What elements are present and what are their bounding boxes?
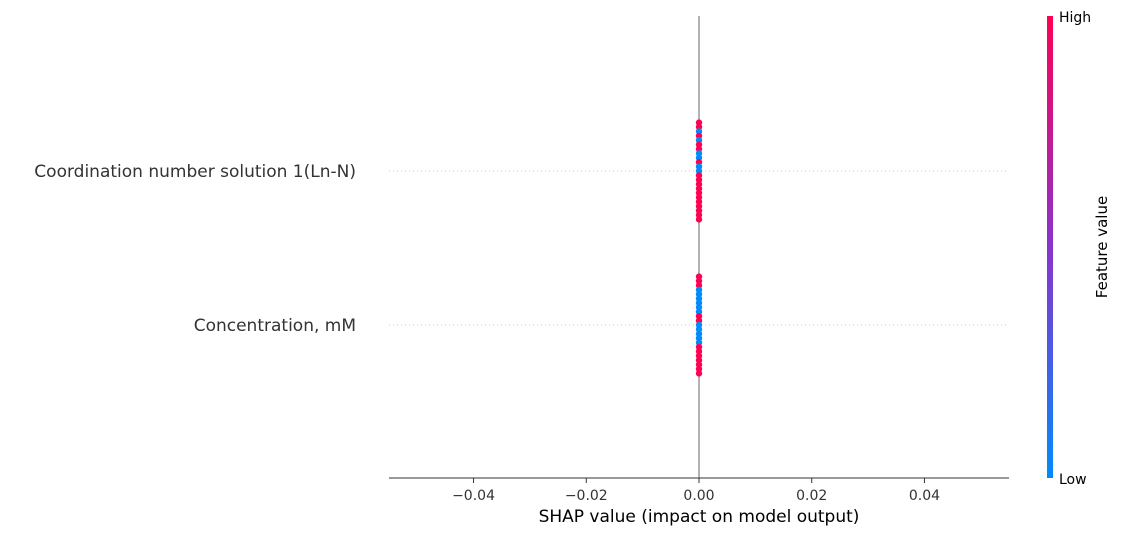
shap-point <box>695 194 703 201</box>
shap-point <box>695 357 703 364</box>
shap-point <box>695 216 703 223</box>
x-axis-title: SHAP value (impact on model output) <box>539 507 860 527</box>
x-tick-label: −0.04 <box>452 488 495 504</box>
shap-point <box>695 207 703 214</box>
shap-points <box>695 119 703 377</box>
shap-point <box>695 132 703 139</box>
colorbar-low-label: Low <box>1059 472 1087 488</box>
shap-point <box>695 141 703 148</box>
shap-point <box>695 299 703 307</box>
feature-labels: Coordination number solution 1(Ln-N) Conc… <box>34 162 356 336</box>
shap-point <box>695 119 703 126</box>
shap-point <box>695 361 703 368</box>
shap-point <box>695 339 703 346</box>
shap-point <box>695 286 703 293</box>
shap-point <box>695 277 703 285</box>
feature-row-guides <box>389 170 1009 326</box>
feature-label: Coordination number solution 1(Ln-N) <box>34 162 356 182</box>
x-tick-label: 0.00 <box>683 488 714 504</box>
shap-point <box>695 308 703 315</box>
shap-point <box>695 189 703 197</box>
shap-point <box>695 211 703 219</box>
shap-point <box>695 343 703 351</box>
colorbar-high-label: High <box>1059 10 1091 26</box>
shap-point <box>695 313 703 320</box>
colorbar-title: Feature value <box>1093 196 1111 298</box>
x-tick-label: 0.04 <box>909 488 940 504</box>
shap-point <box>695 154 703 161</box>
shap-point <box>695 330 703 337</box>
shap-point <box>695 172 703 179</box>
shap-point <box>695 304 703 311</box>
shap-point <box>695 326 703 333</box>
shap-point <box>695 282 703 289</box>
shap-point <box>695 145 703 153</box>
shap-point <box>695 128 703 135</box>
shap-point <box>695 181 703 188</box>
shap-point <box>695 370 703 377</box>
shap-point <box>695 123 703 131</box>
shap-point <box>695 295 703 302</box>
x-tick-label: 0.02 <box>796 488 827 504</box>
shap-point <box>695 273 703 280</box>
shap-point <box>695 198 703 205</box>
shap-point <box>695 365 703 373</box>
shap-point <box>695 176 703 183</box>
shap-point <box>695 335 703 342</box>
shap-point <box>695 291 703 298</box>
shap-point <box>695 163 703 170</box>
shap-point <box>695 352 703 359</box>
shap-point <box>695 203 703 210</box>
shap-point <box>695 137 703 144</box>
shap-point <box>695 348 703 355</box>
shap-point <box>695 317 703 324</box>
shap-point <box>695 185 703 192</box>
x-tick-label: −0.02 <box>565 488 608 504</box>
x-axis-ticks: −0.04 −0.02 0.00 0.02 0.04 <box>452 478 940 504</box>
shap-point <box>695 159 703 166</box>
colorbar <box>1047 16 1053 478</box>
shap-point <box>695 167 703 175</box>
feature-label: Concentration, mM <box>194 316 356 336</box>
shap-point <box>695 150 703 157</box>
shap-point <box>695 321 703 329</box>
